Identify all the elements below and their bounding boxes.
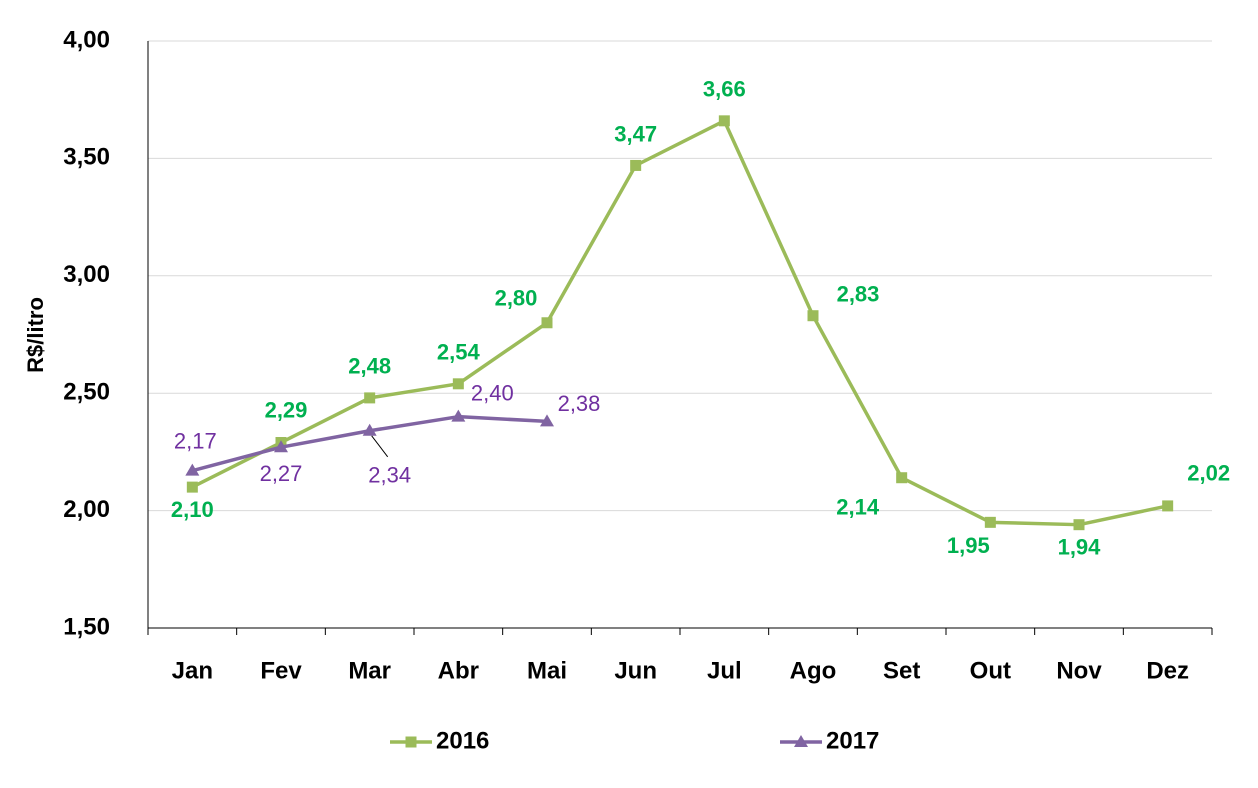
data-label: 2,80 [495,286,538,311]
data-label: 2,27 [260,461,303,486]
y-tick-label: 2,00 [63,496,110,523]
data-point [540,414,554,427]
x-tick-label: Abr [438,657,479,684]
data-label: 2,48 [348,354,391,379]
data-label: 2,14 [836,495,880,520]
x-tick-label: Fev [260,657,302,684]
data-label: 2,83 [837,282,880,307]
y-tick-label: 3,50 [63,144,110,171]
data-point [541,317,553,329]
data-point [630,159,642,171]
y-tick-label: 1,50 [63,613,110,640]
data-point [364,392,376,404]
y-tick-label: 3,00 [63,261,110,288]
data-point [451,409,466,422]
legend-label: 2017 [826,727,879,754]
y-tick-label: 2,50 [63,379,110,406]
data-label: 2,38 [558,391,601,416]
data-point [1073,519,1085,531]
data-point [807,310,819,322]
data-point [984,516,996,528]
data-label: 3,66 [703,77,746,102]
data-point [1162,500,1174,512]
x-tick-label: Set [883,657,920,684]
data-point [185,463,200,476]
legend-marker [405,736,417,748]
x-tick-label: Nov [1056,657,1102,684]
x-tick-label: Dez [1146,657,1189,684]
x-tick-label: Jun [614,657,657,684]
x-tick-label: Jul [707,657,742,684]
y-axis-label: R$/litro [23,297,48,373]
data-point [896,472,908,484]
leader-line [371,435,389,458]
data-point [718,115,730,127]
legend-label: 2016 [436,727,489,754]
x-tick-label: Mai [527,657,567,684]
data-point [452,378,464,390]
legend-marker [794,735,808,747]
x-tick-label: Out [970,657,1011,684]
data-point [274,440,288,453]
data-label: 1,94 [1058,535,1102,560]
data-point [362,423,377,436]
data-point [186,481,198,493]
series-line [191,119,1169,527]
data-label: 1,95 [947,533,990,558]
data-label: 3,47 [614,121,657,146]
data-label: 2,10 [171,497,214,522]
x-tick-label: Mar [348,657,391,684]
data-label: 2,40 [471,380,514,405]
data-label: 2,54 [437,340,481,365]
x-tick-label: Ago [790,657,837,684]
data-label: 2,17 [174,428,217,453]
data-label: 2,34 [368,463,411,488]
x-tick-label: Jan [172,657,213,684]
data-label: 2,02 [1187,461,1230,486]
data-label: 2,29 [265,397,308,422]
y-tick-label: 4,00 [63,26,110,53]
